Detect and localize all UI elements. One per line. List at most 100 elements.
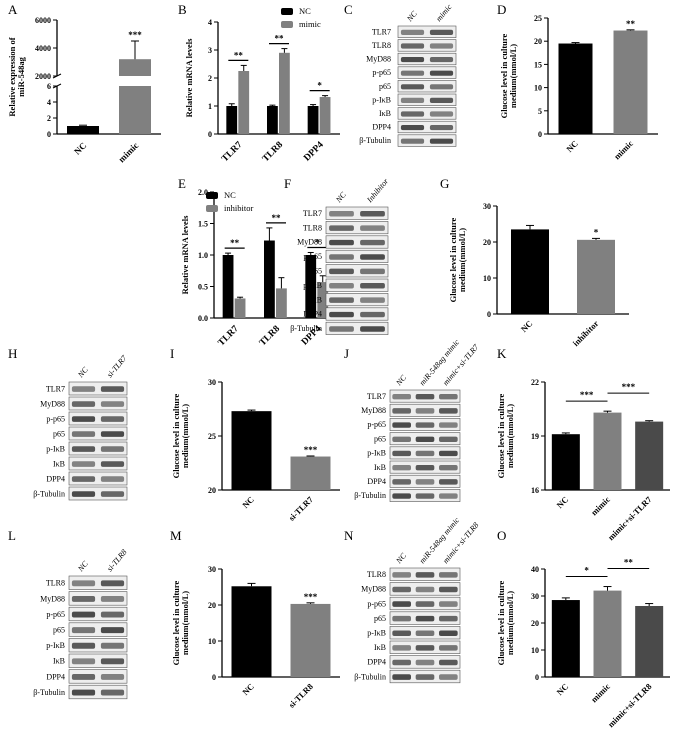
x-tick-label: NC xyxy=(564,138,580,154)
blot-band xyxy=(439,493,458,499)
y-tick-label: 30 xyxy=(208,378,216,387)
blot-band xyxy=(392,674,411,680)
blot-row-label: MyD88 xyxy=(40,594,65,603)
y-tick-label: 30 xyxy=(483,202,491,211)
lane-label: miR-548ag mimic xyxy=(418,337,462,387)
y-tick-label: 25 xyxy=(534,14,542,23)
bar-dpp4-mimic xyxy=(319,97,331,134)
panel-letter-c: C xyxy=(344,2,353,17)
y-tick-label: 30 xyxy=(531,592,539,601)
y-axis-label: medium(mmol/L) xyxy=(505,404,515,468)
blot-band xyxy=(100,446,125,452)
blot-strip xyxy=(397,52,457,66)
blot-band xyxy=(439,601,458,607)
panel-letter-a: A xyxy=(8,2,18,17)
blot-row-label: p65 xyxy=(53,625,65,634)
blot-band xyxy=(71,476,96,482)
blot-row-label: TLR8 xyxy=(367,570,386,579)
x-tick-label: mimic xyxy=(612,138,635,161)
x-tick-label: mimic+si-TLR7 xyxy=(606,494,654,542)
bar-nc xyxy=(551,600,580,677)
y-tick-label: 25 xyxy=(208,432,216,441)
x-tick-label: TLR8 xyxy=(261,140,285,164)
blot-band xyxy=(415,601,435,607)
x-tick-label: TLR7 xyxy=(220,140,244,164)
blot-row-label: TLR7 xyxy=(303,209,322,218)
bar-mimic xyxy=(593,590,622,677)
bar-nc xyxy=(231,411,272,490)
blot-strip xyxy=(397,25,457,38)
bar-mimic xyxy=(613,30,648,134)
blot-row-label: TLR7 xyxy=(46,384,65,393)
blot-row-label: DPP4 xyxy=(367,477,386,486)
blot-band xyxy=(360,225,385,231)
blot-band xyxy=(429,57,454,63)
bar-mimic-si-tlr8 xyxy=(635,605,664,677)
blot-row-label: DPP4 xyxy=(367,658,386,667)
y-tick-label: 20 xyxy=(208,601,216,610)
blot-row-label: β-Tubulin xyxy=(290,324,322,333)
blot-band xyxy=(415,493,435,499)
lane-label: mimic xyxy=(434,2,454,23)
blot-row-label: TLR8 xyxy=(46,579,65,588)
y-tick-label: 1 xyxy=(208,102,212,111)
y-tick-label: 2 xyxy=(47,114,51,123)
x-tick-label: NC xyxy=(554,681,570,697)
blot-strip xyxy=(397,66,457,79)
bar-nc xyxy=(67,126,99,134)
blot-row-label: p65 xyxy=(379,82,391,91)
blot-band xyxy=(400,111,425,117)
y-tick-label: 1.5 xyxy=(198,220,208,229)
blot-band xyxy=(439,479,458,485)
blot-band xyxy=(439,659,458,666)
panel-letter-f: F xyxy=(284,176,291,191)
bar-mimic xyxy=(593,412,622,490)
blot-band xyxy=(415,674,435,680)
blot-band xyxy=(415,630,435,637)
y-tick-label: 0 xyxy=(208,130,212,139)
blot-band xyxy=(415,408,435,414)
blot-band xyxy=(439,572,458,578)
blot-band xyxy=(429,111,454,117)
blot-band xyxy=(392,645,411,651)
y-axis-label: Relative expression of xyxy=(7,37,17,116)
x-tick-label: mimic xyxy=(589,494,612,517)
x-tick-label: NC xyxy=(519,318,535,334)
blot-band xyxy=(100,642,125,649)
legend-label-mimic: mimic xyxy=(299,19,321,29)
bar-inhibitor xyxy=(577,239,615,314)
y-tick-label: 4000 xyxy=(35,44,51,53)
y-tick-label: 0 xyxy=(538,130,542,139)
blot-band xyxy=(329,283,354,289)
bar-tlr7-inhibitor xyxy=(234,298,246,318)
bar-tlr7-mimic xyxy=(238,71,250,134)
blot-band xyxy=(100,595,125,602)
y-tick-label: 4 xyxy=(208,18,212,27)
blot-band xyxy=(429,138,454,144)
bar-tlr8-mimic xyxy=(279,52,290,134)
blot-band xyxy=(392,408,411,414)
blot-row-label: β-Tubulin xyxy=(33,489,65,498)
blot-j: NC miR-548ag mimicmimic+si-TLR7TLR7MyD88p… xyxy=(354,337,481,502)
legend-swatch-nc xyxy=(281,8,293,15)
significance-mark: * xyxy=(315,237,320,247)
blot-row-label: p-p65 xyxy=(367,599,386,608)
blot-band xyxy=(415,615,435,622)
blot-band xyxy=(329,211,354,217)
significance-mark: *** xyxy=(304,445,318,455)
blot-band xyxy=(360,211,385,217)
blot-band xyxy=(71,642,96,649)
y-tick-label: 40 xyxy=(531,565,539,574)
blot-band xyxy=(392,450,411,457)
significance-mark: ** xyxy=(230,238,240,248)
blot-band xyxy=(360,239,385,246)
blot-band xyxy=(360,297,385,303)
blot-band xyxy=(100,386,125,392)
panel-letter-e: E xyxy=(178,176,186,191)
significance-mark: * xyxy=(584,566,589,576)
blot-band xyxy=(100,673,125,680)
x-tick-label: si-TLR7 xyxy=(286,494,315,523)
y-tick-label: 0.0 xyxy=(198,314,208,323)
blot-band xyxy=(400,138,425,144)
blot-band xyxy=(439,586,458,593)
